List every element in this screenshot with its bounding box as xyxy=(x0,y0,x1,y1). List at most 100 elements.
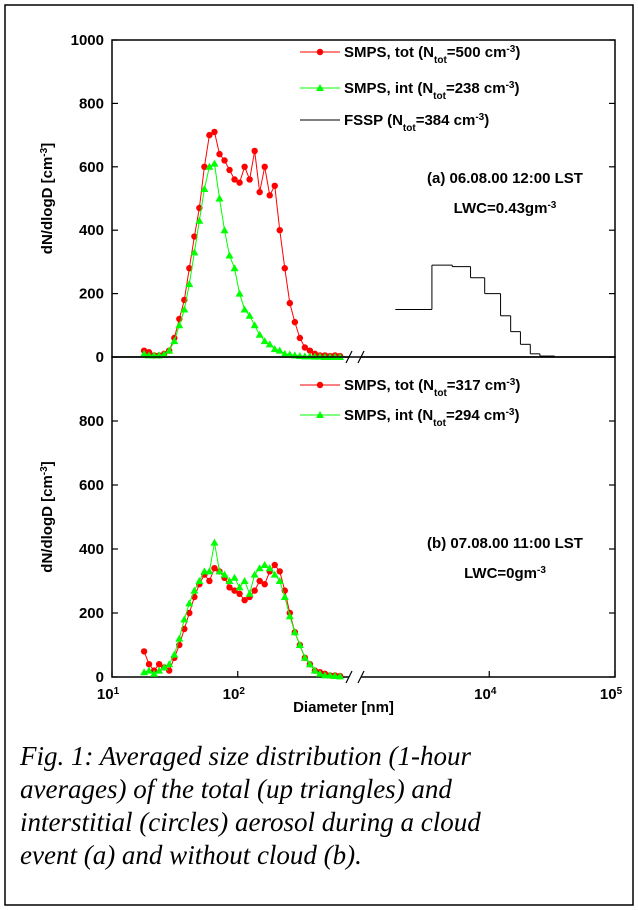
marker xyxy=(275,577,284,584)
marker xyxy=(245,311,254,319)
marker xyxy=(331,672,340,680)
marker xyxy=(310,352,319,360)
marker xyxy=(206,577,213,585)
legend-label-part: ) xyxy=(515,44,520,61)
marker xyxy=(175,321,184,329)
x-tick-base: 10 xyxy=(223,686,240,703)
legend-label-part: =317 cm xyxy=(447,377,507,394)
marker xyxy=(271,182,278,190)
marker xyxy=(281,265,288,272)
marker xyxy=(245,589,254,597)
axis-break xyxy=(345,670,353,684)
legend-label-part: tot xyxy=(403,123,416,134)
marker xyxy=(301,344,309,351)
legend-label-part: SMPS, tot (N xyxy=(344,377,434,394)
marker xyxy=(290,628,299,636)
series-line xyxy=(143,162,341,358)
marker xyxy=(186,265,193,272)
marker xyxy=(205,162,214,170)
y-tick-label: 0 xyxy=(96,669,104,686)
legend-label-part: tot xyxy=(434,388,447,399)
x-tick-base: 10 xyxy=(474,686,491,703)
x-tick-exp: 2 xyxy=(239,686,245,697)
marker xyxy=(336,672,345,680)
marker xyxy=(140,349,149,357)
marker xyxy=(241,597,248,604)
x-tick-label: 102 xyxy=(223,686,246,704)
marker xyxy=(180,305,189,313)
marker xyxy=(250,570,259,578)
marker xyxy=(175,634,184,642)
annotation-part: (a) 06.08.00 12:00 LST xyxy=(427,170,583,187)
annotation: LWC=0gm-3 xyxy=(464,565,546,583)
marker xyxy=(190,586,199,594)
legend-label-part: ) xyxy=(515,407,520,424)
marker xyxy=(185,599,194,607)
marker xyxy=(155,666,164,674)
marker xyxy=(165,346,174,354)
plot-frame xyxy=(111,356,616,678)
marker xyxy=(230,264,239,272)
marker xyxy=(150,669,159,677)
marker xyxy=(170,650,179,658)
marker xyxy=(206,131,213,139)
marker xyxy=(170,337,179,345)
marker xyxy=(265,340,274,348)
marker xyxy=(160,350,169,358)
annotation-part: -3 xyxy=(537,565,546,576)
marker xyxy=(255,330,264,338)
caption-line: event (a) and without cloud (b). xyxy=(20,840,362,870)
marker xyxy=(240,305,249,313)
caption-line: Fig. 1: Averaged size distribution (1-ho… xyxy=(20,741,471,771)
marker xyxy=(285,612,294,620)
figure-border xyxy=(4,4,634,906)
marker xyxy=(256,577,263,585)
marker xyxy=(235,583,244,591)
marker xyxy=(225,251,234,259)
marker xyxy=(325,671,334,679)
x-tick-exp: 5 xyxy=(617,686,623,697)
axis-break-gap xyxy=(349,674,361,680)
legend-label-part: SMPS, int (N xyxy=(344,407,433,424)
marker xyxy=(230,573,239,581)
marker xyxy=(145,666,154,674)
annotation: (a) 06.08.00 12:00 LST xyxy=(427,170,583,187)
y-tick-label: 1000 xyxy=(71,32,104,49)
marker xyxy=(315,352,324,360)
marker xyxy=(221,157,228,164)
y-axis-label: dN/dlogD [cm-3] xyxy=(39,461,57,572)
legend-label: SMPS, int (Ntot=238 cm-3) xyxy=(344,80,520,102)
marker xyxy=(280,349,289,357)
marker xyxy=(251,147,258,155)
legend-label-part: -3 xyxy=(506,407,515,418)
caption-line: interstitial (circles) aerosol during a … xyxy=(20,807,481,837)
marker xyxy=(251,587,258,594)
legend-label-part: -3 xyxy=(506,44,515,55)
legend-label-part: -3 xyxy=(475,112,484,123)
series-line xyxy=(143,542,341,677)
marker xyxy=(215,194,224,202)
caption-line: averages) of the total (up triangles) an… xyxy=(20,774,452,804)
marker xyxy=(270,570,279,578)
x-tick-base: 10 xyxy=(600,686,617,703)
marker xyxy=(305,660,314,668)
legend-label-part: =238 cm xyxy=(446,80,506,97)
marker xyxy=(285,350,294,358)
marker xyxy=(256,188,263,196)
y-tick-label: 800 xyxy=(79,95,104,112)
marker xyxy=(266,192,273,199)
annotation: (b) 07.08.00 11:00 LST xyxy=(427,535,583,552)
annotation-part: LWC=0gm xyxy=(464,565,537,582)
marker xyxy=(231,587,238,594)
y-tick-label: 600 xyxy=(79,477,104,494)
marker xyxy=(240,577,249,584)
x-axis-label: Diameter [nm] xyxy=(293,699,394,716)
legend-label-part: tot xyxy=(434,55,447,66)
x-tick-exp: 4 xyxy=(491,686,497,697)
caption: Fig. 1: Averaged size distribution (1-ho… xyxy=(20,740,630,872)
legend-label-part: SMPS, int (N xyxy=(344,80,433,97)
x-tick-label: 101 xyxy=(97,686,120,704)
marker xyxy=(320,671,329,679)
legend-marker xyxy=(316,48,324,56)
